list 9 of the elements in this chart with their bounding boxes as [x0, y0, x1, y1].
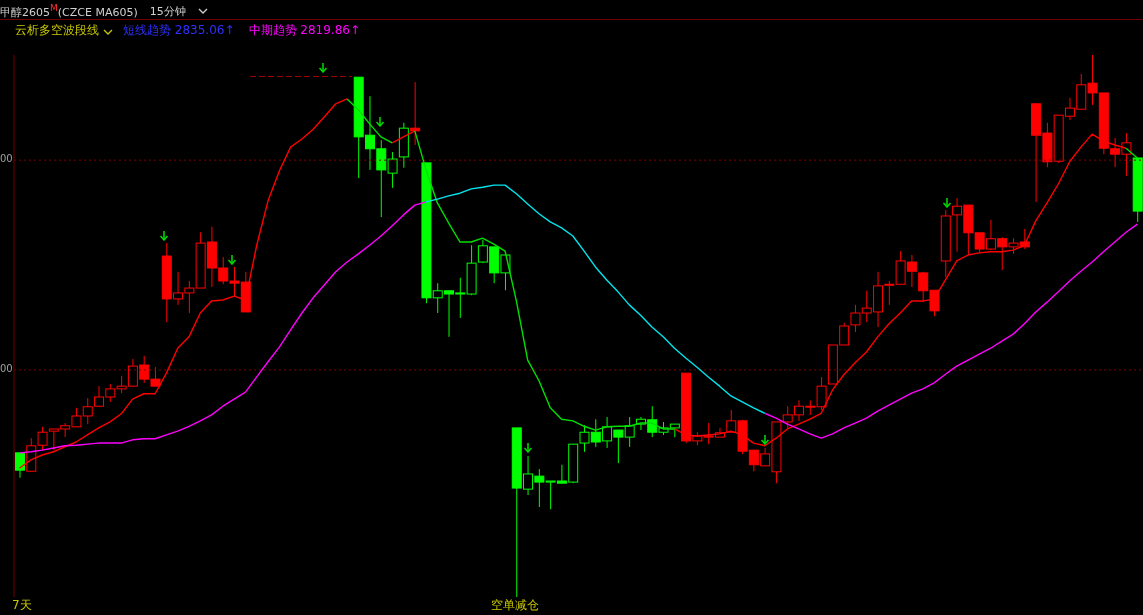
text: 7天 — [12, 597, 32, 614]
chart-subtitle: 15分钟 — [149, 3, 186, 19]
text: 00 — [0, 153, 13, 165]
text: 00 — [0, 362, 13, 374]
text: 空单减仓 — [491, 597, 539, 614]
chart-title: 甲醇2605$^{M}$(CZCE MA605) — [0, 3, 138, 20]
text: 短线趋势 2835.06↑ — [123, 22, 235, 39]
text: 中期趋势 2819.86↑ — [248, 22, 360, 39]
text: 云析多空波段线 — [15, 22, 100, 39]
